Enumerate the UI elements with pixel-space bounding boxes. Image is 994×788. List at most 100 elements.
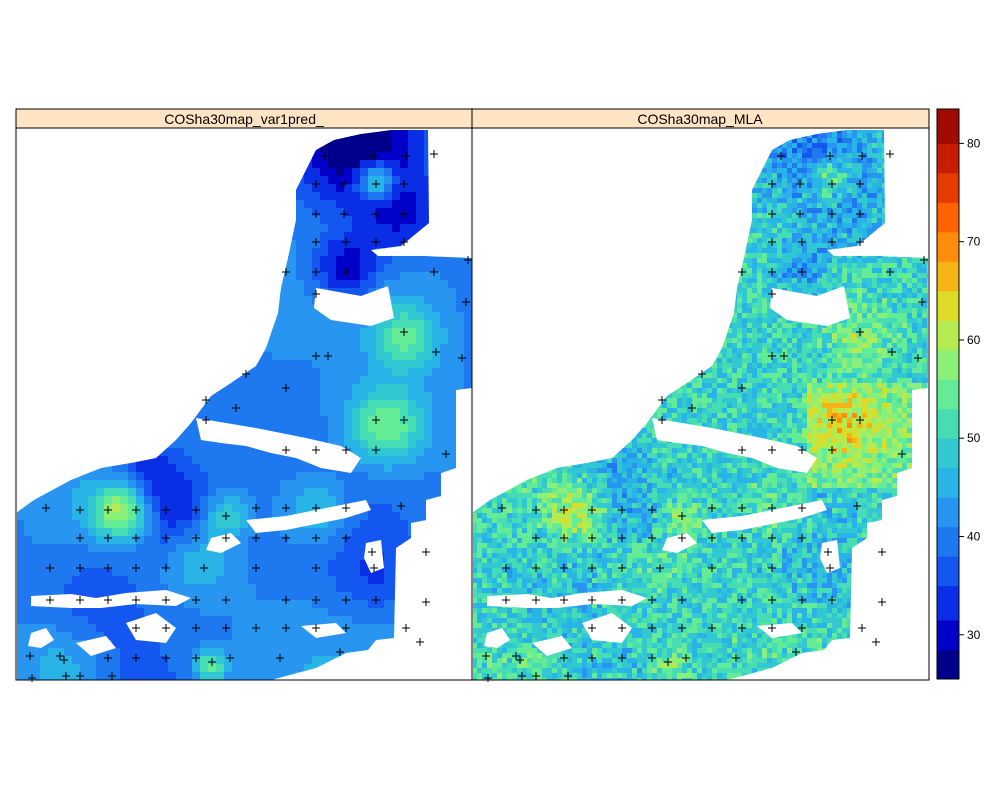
sample-point-marker	[738, 596, 746, 604]
sample-point-marker	[252, 504, 260, 512]
sample-point-marker	[312, 268, 320, 276]
sample-point-marker	[768, 180, 776, 188]
color-key-cell	[937, 290, 959, 321]
sample-point-marker	[732, 654, 740, 662]
sample-point-marker	[738, 446, 746, 454]
sample-point-marker	[648, 624, 656, 632]
sample-point-marker	[312, 238, 320, 246]
sample-point-marker	[853, 502, 861, 510]
sample-point-marker	[232, 404, 240, 412]
gap-areas	[28, 286, 394, 656]
sample-point-marker	[798, 268, 806, 276]
sample-point-marker	[400, 180, 408, 188]
sample-point-marker	[104, 596, 112, 604]
sample-point-marker	[878, 548, 886, 556]
sample-point-marker	[282, 534, 290, 542]
sample-point-marker	[738, 504, 746, 512]
sample-point-marker	[648, 654, 656, 662]
sample-point-marker	[588, 654, 596, 662]
sample-point-marker	[312, 446, 320, 454]
sample-point-marker	[798, 596, 806, 604]
sample-point-marker	[200, 564, 208, 572]
sample-point-marker	[768, 268, 776, 276]
sample-point-marker	[132, 624, 140, 632]
gap-area	[364, 540, 384, 573]
sample-point-marker	[678, 512, 686, 520]
sample-point-marker	[312, 352, 320, 360]
sample-point-marker	[222, 624, 230, 632]
sample-point-marker	[738, 268, 746, 276]
sample-point-marker	[132, 654, 140, 662]
sample-point-marker	[856, 210, 864, 218]
sample-point-marker	[708, 534, 716, 542]
sample-point-marker	[62, 672, 70, 680]
sample-point-marker	[878, 598, 886, 606]
sample-point-marker	[588, 596, 596, 604]
sample-point-marker	[648, 506, 656, 514]
sample-point-marker	[162, 506, 170, 514]
sample-point-marker	[828, 180, 836, 188]
sample-point-marker	[312, 564, 320, 572]
sample-point-marker	[372, 446, 380, 454]
sample-point-marker	[402, 624, 410, 632]
sample-point-marker	[282, 446, 290, 454]
sample-point-marker	[432, 348, 440, 356]
sample-point-marker	[708, 564, 716, 572]
sample-point-marker	[858, 152, 866, 160]
gap-area	[206, 533, 241, 553]
sample-point-marker	[282, 596, 290, 604]
sample-point-marker	[192, 596, 200, 604]
sample-point-marker	[208, 658, 216, 666]
sample-point-marker	[252, 534, 260, 542]
sample-point-marker	[422, 598, 430, 606]
sample-point-marker	[276, 654, 284, 662]
sample-point-marker	[222, 596, 230, 604]
sample-point-marker	[104, 564, 112, 572]
sample-point-marker	[132, 596, 140, 604]
sample-point-marker	[342, 446, 350, 454]
sample-point-marker	[564, 672, 572, 680]
sample-point-marker	[192, 624, 200, 632]
sample-point-marker	[400, 238, 408, 246]
color-key-cell	[937, 261, 959, 292]
sample-point-marker	[518, 672, 526, 680]
sample-point-marker	[104, 654, 112, 662]
sample-point-marker	[798, 624, 806, 632]
sample-point-marker	[498, 504, 506, 512]
sample-point-marker	[738, 384, 746, 392]
sample-point-marker	[400, 416, 408, 424]
sample-point-marker	[372, 180, 380, 188]
sample-point-marker	[372, 596, 380, 604]
sample-point-marker	[368, 548, 376, 556]
sample-point-marker	[688, 404, 696, 412]
sample-point-marker	[162, 564, 170, 572]
sample-point-marker	[560, 596, 568, 604]
sample-point-marker	[76, 506, 84, 514]
sample-point-marker	[342, 596, 350, 604]
sample-point-marker	[192, 506, 200, 514]
color-key-cell	[937, 408, 959, 439]
sample-point-marker	[372, 416, 380, 424]
color-key-ticks: 30 40 50 60 70 80	[959, 136, 981, 642]
strip-mla	[471, 108, 930, 129]
sample-point-marker	[76, 534, 84, 542]
color-key-tick-label: 40	[967, 530, 981, 544]
sample-point-marker	[342, 624, 350, 632]
gap-area	[28, 628, 54, 648]
sample-point-marker	[856, 328, 864, 336]
sample-point-marker	[28, 674, 36, 682]
sample-point-marker	[914, 354, 922, 362]
color-key-cell	[937, 620, 959, 651]
panel-var1pred: COSha30map_var1pred_	[15, 108, 473, 682]
color-key-cell	[937, 320, 959, 351]
color-key-tick-label: 60	[967, 333, 981, 347]
gap-area	[582, 613, 632, 643]
sample-point-marker	[780, 352, 788, 360]
sample-point-marker	[430, 150, 438, 158]
sample-point-marker	[898, 450, 906, 458]
sample-point-marker	[312, 290, 320, 298]
gap-area	[532, 636, 572, 656]
sample-point-marker	[132, 534, 140, 542]
sample-point-marker	[282, 624, 290, 632]
sample-point-marker	[658, 396, 666, 404]
